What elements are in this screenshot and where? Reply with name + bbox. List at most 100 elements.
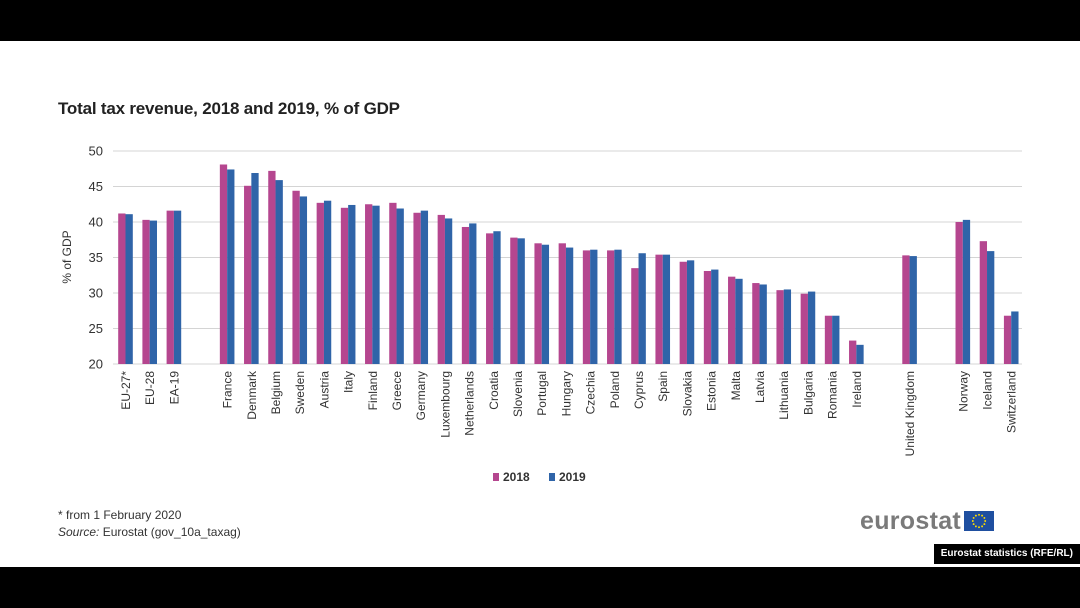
category-label: Belgium bbox=[269, 371, 283, 414]
bar-2018 bbox=[800, 293, 808, 364]
category-label: Denmark bbox=[245, 370, 259, 420]
bar-2018 bbox=[582, 250, 591, 364]
bar-2019 bbox=[662, 254, 671, 364]
bar-2019 bbox=[783, 289, 792, 364]
category-labels: EU-27* EU-28 EA-19 France Denmark Belgium Swed… bbox=[119, 370, 1019, 456]
bar-2018 bbox=[365, 204, 373, 364]
bar-2018 bbox=[752, 283, 760, 364]
bars bbox=[118, 164, 1019, 364]
legend-swatch-2019 bbox=[549, 473, 555, 481]
bar-2019 bbox=[614, 249, 622, 364]
legend-label-2018: 2018 bbox=[503, 470, 530, 484]
eu-flag-star bbox=[981, 514, 984, 517]
eurostat-wordmark: eurostat bbox=[860, 507, 962, 535]
bar-2019 bbox=[711, 269, 719, 364]
category-label: Netherlands bbox=[463, 371, 477, 436]
bar-2019 bbox=[372, 205, 380, 364]
y-tick-label: 45 bbox=[89, 179, 103, 194]
eu-flag-star bbox=[984, 520, 987, 522]
bar-2019 bbox=[565, 247, 574, 364]
eu-flag-star bbox=[978, 526, 980, 529]
bar-2019 bbox=[517, 238, 525, 364]
bar-2019 bbox=[493, 231, 501, 364]
category-label: Estonia bbox=[705, 371, 719, 411]
category-label: Czechia bbox=[584, 371, 598, 415]
bar-2018 bbox=[703, 270, 712, 364]
category-label: Italy bbox=[342, 371, 356, 393]
bar-2018 bbox=[979, 241, 988, 364]
category-label: Iceland bbox=[981, 371, 995, 410]
bar-2018 bbox=[655, 254, 663, 364]
bar-2019 bbox=[832, 315, 840, 364]
source-footnote: Source: Eurostat (gov_10a_taxag) bbox=[58, 525, 241, 539]
legend: 2018 2019 bbox=[493, 470, 586, 484]
bar-2019 bbox=[686, 260, 695, 364]
eu-flag-icon bbox=[964, 511, 995, 531]
bar-2018 bbox=[510, 237, 518, 364]
category-label: Germany bbox=[414, 371, 428, 420]
category-label: EU-28 bbox=[143, 371, 157, 405]
eu-flag-star bbox=[981, 525, 984, 528]
source-text: Eurostat (gov_10a_taxag) bbox=[99, 525, 241, 539]
category-label: Spain bbox=[656, 371, 670, 402]
bar-2019 bbox=[856, 344, 864, 364]
category-label: France bbox=[221, 371, 235, 409]
bar-2019 bbox=[348, 204, 356, 364]
category-label: Austria bbox=[317, 371, 331, 409]
bar-2019 bbox=[759, 284, 767, 364]
bar-2018 bbox=[244, 185, 252, 364]
bar-2018 bbox=[316, 202, 324, 364]
chart-title: Total tax revenue, 2018 and 2019, % of G… bbox=[58, 99, 400, 118]
category-label: United Kingdom bbox=[903, 371, 917, 456]
eu-flag-star bbox=[974, 514, 977, 517]
bar-2018 bbox=[631, 268, 639, 364]
bar-2018 bbox=[902, 255, 910, 364]
bar-2018 bbox=[824, 315, 833, 364]
category-label: Lithuania bbox=[777, 371, 791, 420]
category-label: Greece bbox=[390, 371, 404, 411]
eurostat-logo: eurostat bbox=[860, 507, 995, 535]
bar-2019 bbox=[469, 223, 477, 364]
y-tick-label: 50 bbox=[89, 144, 103, 159]
bar-2019 bbox=[275, 180, 283, 364]
bar-2018 bbox=[728, 276, 736, 364]
bar-2019 bbox=[396, 208, 404, 364]
eu-flag-stars bbox=[971, 513, 987, 529]
bar-2018 bbox=[486, 233, 494, 364]
y-axis-label: % of GDP bbox=[60, 230, 74, 283]
source-label: Source: bbox=[58, 525, 100, 539]
bar-2019 bbox=[444, 218, 453, 364]
bar-2019 bbox=[909, 256, 917, 364]
eu-flag-star bbox=[972, 523, 975, 526]
category-label: EA-19 bbox=[167, 371, 181, 405]
category-label: EU-27* bbox=[119, 371, 133, 410]
y-tick-label: 25 bbox=[89, 321, 103, 336]
bar-2019 bbox=[541, 244, 550, 364]
category-label: Portugal bbox=[535, 371, 549, 416]
category-label: Poland bbox=[608, 371, 622, 408]
bar-2018 bbox=[118, 213, 126, 364]
bar-2018 bbox=[1003, 315, 1012, 364]
asterisk-footnote: * from 1 February 2020 bbox=[58, 508, 182, 522]
bar-2019 bbox=[987, 251, 995, 364]
category-label: Ireland bbox=[850, 371, 864, 408]
bar-2018 bbox=[389, 202, 397, 364]
category-label: Hungary bbox=[559, 371, 573, 416]
chart-panel: Total tax revenue, 2018 and 2019, % of G… bbox=[0, 41, 1080, 567]
bar-2018 bbox=[413, 212, 421, 364]
eu-flag-star bbox=[971, 520, 974, 522]
bar-2019 bbox=[735, 278, 743, 364]
bar-2019 bbox=[125, 214, 133, 364]
category-label: Romania bbox=[826, 371, 840, 419]
bar-2019 bbox=[251, 173, 259, 364]
category-label: Latvia bbox=[753, 371, 767, 403]
bar-2018 bbox=[776, 290, 784, 364]
bar-2019 bbox=[962, 219, 971, 364]
bar-2018 bbox=[679, 261, 687, 364]
bar-2018 bbox=[461, 226, 470, 364]
bar-2019 bbox=[420, 210, 429, 364]
y-tick-label: 30 bbox=[89, 286, 103, 301]
eu-flag-star bbox=[983, 516, 986, 519]
bar-2019 bbox=[807, 291, 816, 364]
y-tick-label: 40 bbox=[89, 215, 103, 230]
